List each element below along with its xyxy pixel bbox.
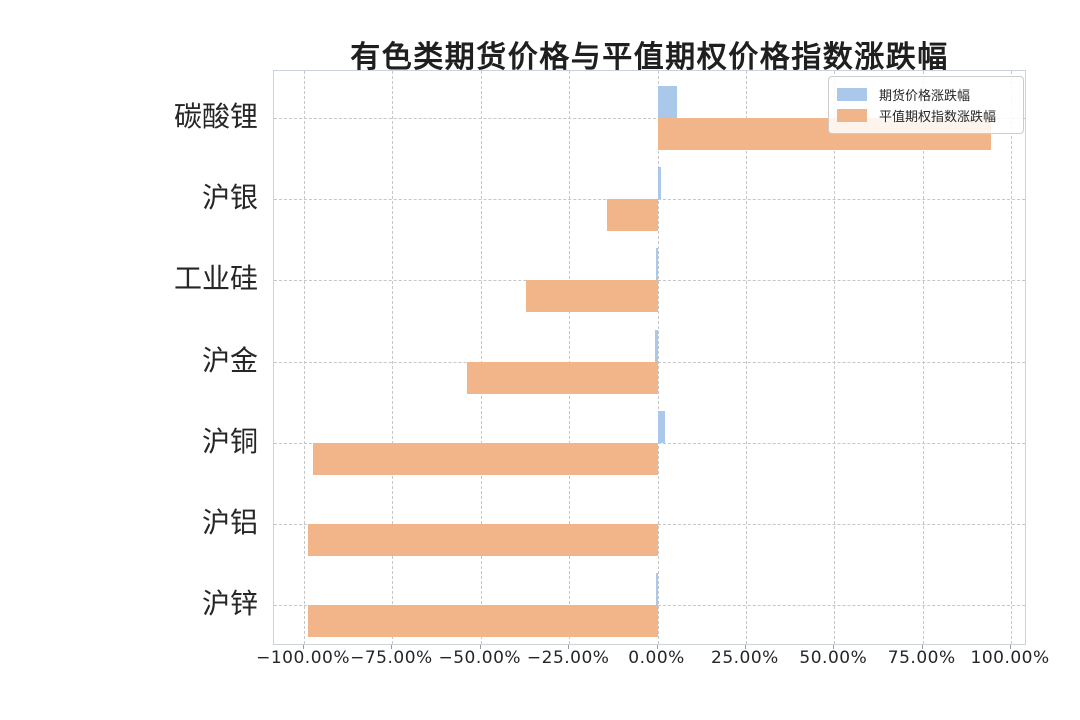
chart-title: 有色类期货价格与平值期权价格指数涨跌幅 — [350, 40, 949, 75]
legend-label: 期货价格涨跌幅 — [879, 89, 971, 104]
y-axis-label-4: 沪铜 — [201, 424, 258, 458]
option-bar-3 — [466, 361, 658, 394]
x-axis-tick — [744, 645, 746, 649]
y-axis-label-1: 沪银 — [201, 181, 258, 215]
vertical-gridline — [922, 71, 924, 644]
y-axis-label-0: 碳酸锂 — [173, 100, 258, 133]
futures-series-swatch — [837, 88, 867, 101]
x-axis-tick — [479, 645, 481, 649]
x-axis-label-2: −50.00% — [438, 648, 522, 668]
futures-bar-3 — [654, 329, 658, 362]
y-axis-label-3: 沪金 — [201, 343, 258, 377]
x-axis-tick — [1010, 645, 1012, 649]
x-axis-label-6: 50.00% — [799, 648, 868, 668]
x-axis-tick — [568, 645, 570, 649]
futures-bar-4 — [657, 410, 665, 443]
futures-bar-1 — [657, 167, 662, 200]
option-bar-4 — [312, 442, 658, 475]
x-axis-label-1: −75.00% — [350, 648, 433, 668]
legend-item-option: 平值期权指数涨跌幅 — [837, 105, 1015, 126]
option-bar-1 — [607, 199, 658, 232]
x-axis-label-8: 100.00% — [970, 648, 1050, 668]
x-axis-label-7: 75.00% — [887, 648, 956, 668]
option-series-swatch — [837, 109, 867, 122]
y-axis-label-2: 工业硅 — [173, 262, 258, 296]
legend: 期货价格涨跌幅 平值期权指数涨跌幅 — [828, 76, 1024, 134]
option-bar-2 — [525, 280, 658, 313]
x-axis-tick — [921, 645, 923, 649]
x-axis-tick — [391, 645, 393, 649]
option-bar-5 — [308, 524, 658, 556]
vertical-gridline — [657, 71, 659, 644]
futures-bar-6 — [655, 573, 658, 606]
legend-label: 平值期权指数涨跌幅 — [879, 110, 997, 125]
plot-area — [273, 70, 1026, 645]
x-axis-label-0: −100.00% — [256, 648, 350, 668]
x-axis-tick — [656, 645, 658, 649]
horizontal-gridline — [274, 118, 1025, 119]
vertical-gridline — [392, 71, 394, 644]
x-axis-tick — [833, 645, 835, 649]
vertical-gridline — [1011, 71, 1013, 644]
y-axis-label-6: 沪锌 — [201, 587, 258, 621]
futures-bar-2 — [655, 248, 658, 281]
futures-bar-0 — [657, 86, 678, 118]
vertical-gridline — [569, 71, 571, 644]
option-bar-6 — [307, 605, 658, 638]
vertical-gridline — [834, 71, 836, 644]
x-axis-tick — [303, 645, 305, 649]
vertical-gridline — [745, 71, 747, 644]
vertical-gridline — [304, 71, 306, 644]
x-axis-label-5: 25.00% — [711, 648, 779, 668]
legend-item-futures: 期货价格涨跌幅 — [837, 84, 1015, 105]
vertical-gridline — [480, 71, 482, 644]
y-axis-label-5: 沪铝 — [201, 506, 258, 539]
x-axis-label-4: 0.00% — [628, 648, 685, 668]
x-axis-label-3: −25.00% — [526, 648, 610, 668]
